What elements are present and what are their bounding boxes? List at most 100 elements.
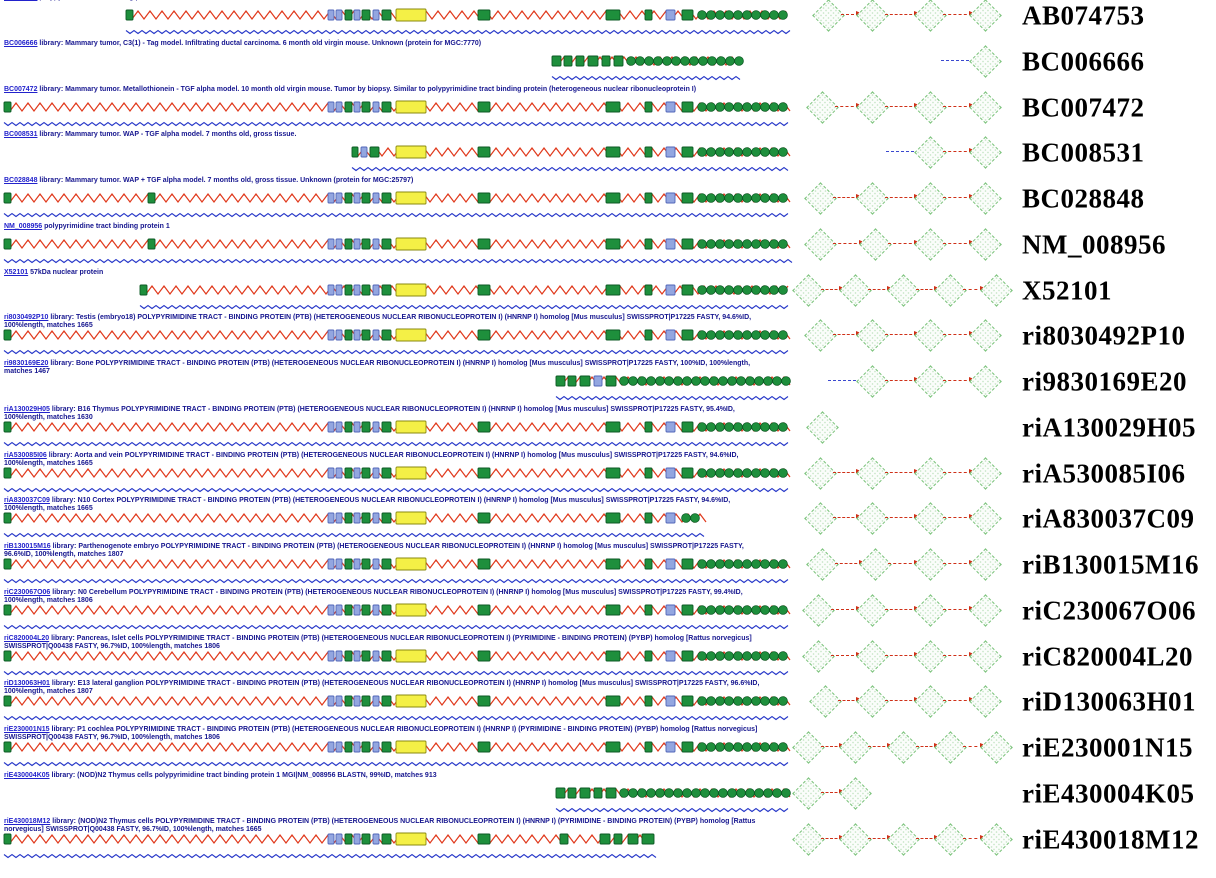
exon-bead: [680, 56, 690, 66]
exon-block: [665, 192, 676, 204]
exon-bead: [681, 513, 691, 523]
accession-link[interactable]: riA830037C09: [4, 497, 50, 504]
exon-block: [644, 238, 653, 250]
exon-bead: [742, 742, 752, 752]
exon-bead: [724, 193, 734, 203]
exon-block: [381, 741, 392, 753]
exon-block: [395, 511, 427, 525]
exon-block: [361, 512, 371, 524]
accession-link[interactable]: riA130029H05: [4, 406, 50, 413]
accession-link[interactable]: BC006666: [4, 40, 38, 47]
exon-block: [372, 604, 380, 616]
exon-block: [353, 558, 361, 570]
lead-dash: [828, 380, 856, 381]
exon-bead: [769, 422, 779, 432]
accession-link[interactable]: riC230067O06: [4, 589, 51, 596]
domain-diagram-panel: [800, 130, 1020, 176]
exon-block: [599, 833, 611, 845]
exon-block: [477, 238, 491, 250]
exon-bead: [781, 376, 791, 386]
accession-link[interactable]: X52101: [4, 269, 29, 276]
exon-block: [395, 603, 427, 617]
diamond-connector-arrow: [943, 331, 974, 336]
exon-block: [681, 238, 694, 250]
exon-bead: [697, 10, 707, 20]
exon-block: [353, 741, 361, 753]
exon-block: [353, 467, 361, 479]
exon-block: [477, 421, 491, 433]
exon-block: [644, 421, 653, 433]
exon-bead: [697, 330, 707, 340]
exon-bead: [715, 468, 725, 478]
domain-diamond: [934, 274, 967, 307]
accession-link[interactable]: BC008531: [4, 131, 38, 138]
accession-link[interactable]: riD130063H01: [4, 680, 50, 687]
exon-bead: [671, 56, 681, 66]
accession-link[interactable]: riA530085I06: [4, 452, 47, 459]
exon-bead: [724, 559, 734, 569]
exon-block: [605, 101, 621, 113]
domain-diamond: [969, 228, 1002, 261]
exon-block: [335, 284, 343, 296]
domain-diamond: [856, 502, 889, 535]
exon-block: [351, 146, 359, 158]
accession-link[interactable]: AB074753: [4, 0, 37, 1]
domain-diagram-panel: [800, 85, 1020, 131]
exon-block: [344, 695, 353, 707]
exon-block: [601, 55, 611, 67]
exon-bead: [706, 651, 716, 661]
accession-link[interactable]: riE230001N15: [4, 726, 50, 733]
exon-bead: [742, 239, 752, 249]
exon-block: [395, 237, 427, 251]
exon-block: [665, 146, 676, 158]
exon-bead: [635, 56, 645, 66]
exon-bead: [769, 605, 779, 615]
accession-link[interactable]: ri8030492P10: [4, 314, 49, 321]
exon-bead: [763, 376, 773, 386]
exon-block: [381, 421, 392, 433]
exon-block: [361, 604, 371, 616]
exon-block: [353, 238, 361, 250]
exon-block: [3, 650, 12, 662]
exon-block: [395, 145, 427, 159]
alignment-wave: [351, 166, 789, 172]
exon-bead: [742, 10, 752, 20]
domain-diamond: [969, 548, 1002, 581]
accession-link[interactable]: ri9830169E20: [4, 360, 49, 367]
exon-bead: [697, 742, 707, 752]
exon-block: [477, 604, 491, 616]
exon-block: [372, 9, 380, 21]
accession-link[interactable]: riE430004K05: [4, 772, 50, 779]
clone-header: riB130015M16 library: Parthenogenote emb…: [4, 543, 760, 559]
exon-bead: [706, 193, 716, 203]
intron-zigzag: [125, 10, 787, 20]
diamond-connector-arrow: [885, 606, 919, 611]
exon-bead: [697, 422, 707, 432]
accession-link[interactable]: NM_008956: [4, 223, 43, 230]
alignment-wave: [551, 75, 741, 81]
clone-description: library: E13 lateral ganglion POLYPYRIMI…: [4, 680, 760, 695]
accession-link[interactable]: riB130015M16: [4, 543, 51, 550]
accession-link[interactable]: BC028848: [4, 177, 38, 184]
exon-bead: [724, 102, 734, 112]
exon-block: [579, 375, 591, 387]
clone-description: library: Mammary tumor, C3(1) - Tag mode…: [39, 40, 482, 47]
accession-link[interactable]: riE430018M12: [4, 818, 51, 825]
accession-link[interactable]: BC007472: [4, 86, 38, 93]
exon-bead: [715, 559, 725, 569]
exon-bead: [727, 788, 737, 798]
accession-link[interactable]: riC820004L20: [4, 635, 50, 642]
exon-bead: [742, 468, 752, 478]
exon-block: [335, 421, 343, 433]
exon-block: [372, 695, 380, 707]
domain-diamond: [969, 0, 1002, 32]
clone-row: riD130063H01 library: E13 lateral gangli…: [0, 679, 1216, 725]
clone-row: riC230067O06 library: N0 Cerebellum POLY…: [0, 588, 1216, 634]
exon-bead: [751, 422, 761, 432]
exon-block: [372, 741, 380, 753]
exon-block: [327, 329, 335, 341]
domain-diamond: [914, 136, 947, 169]
exon-block: [567, 375, 577, 387]
exon-bead: [778, 651, 788, 661]
exon-block: [605, 467, 621, 479]
